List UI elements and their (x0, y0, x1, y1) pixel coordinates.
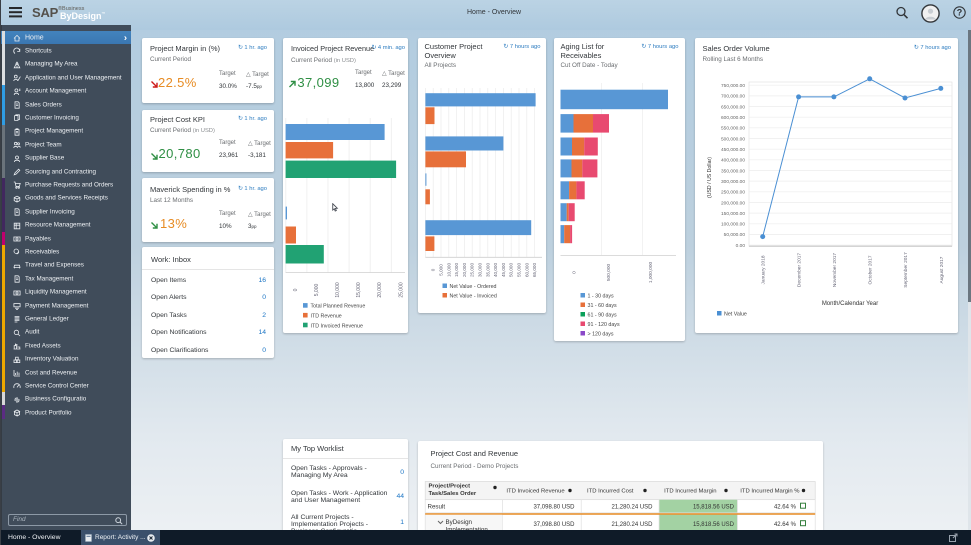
svg-text:1,000,000: 1,000,000 (648, 261, 654, 283)
svg-text:Total Planned Revenue: Total Planned Revenue (311, 304, 366, 310)
svg-text:ITD Incurred Cost: ITD Incurred Cost (586, 488, 633, 494)
svg-text:Task/Sales Order: Task/Sales Order (428, 491, 476, 497)
svg-text:600,000.00: 600,000.00 (720, 115, 744, 121)
svg-text:0: 0 (571, 271, 577, 274)
svg-text:Project/Project: Project/Project (428, 483, 470, 489)
svg-text:750,000.00: 750,000.00 (720, 83, 744, 89)
svg-text:(USD / US Dollar): (USD / US Dollar) (707, 157, 713, 198)
svg-text:300,000.00: 300,000.00 (720, 179, 744, 185)
svg-text:25,000: 25,000 (469, 263, 474, 277)
svg-text:Net Value: Net Value (724, 312, 747, 318)
svg-text:ITD Invoiced Revenue: ITD Invoiced Revenue (506, 488, 565, 494)
svg-text:30,000: 30,000 (477, 263, 482, 277)
svg-text:42.64 %: 42.64 % (773, 522, 796, 528)
svg-text:August 2017: August 2017 (938, 256, 944, 283)
svg-text:December 2017: December 2017 (796, 253, 802, 287)
svg-text:15,818.56 USD: 15,818.56 USD (692, 522, 734, 528)
svg-text:ITD Invoiced Revenue: ITD Invoiced Revenue (311, 323, 363, 329)
svg-text:0: 0 (293, 288, 299, 291)
svg-text:100,000.00: 100,000.00 (720, 222, 744, 228)
svg-text:450,000.00: 450,000.00 (720, 147, 744, 153)
svg-text:21,280.24 USD: 21,280.24 USD (611, 504, 653, 510)
svg-text:5,000: 5,000 (438, 264, 443, 276)
svg-text:500,000: 500,000 (606, 264, 612, 282)
svg-text:10,000: 10,000 (335, 282, 341, 298)
svg-text:50,000: 50,000 (508, 263, 513, 277)
svg-text:0.00: 0.00 (735, 243, 745, 249)
svg-text:September 2017: September 2017 (903, 252, 909, 288)
svg-text:40,000: 40,000 (493, 263, 498, 277)
svg-text:20,000: 20,000 (377, 282, 383, 298)
svg-text:Month/Calendar Year: Month/Calendar Year (821, 301, 877, 307)
svg-text:650,000.00: 650,000.00 (720, 104, 744, 110)
svg-text:37,098.80 USD: 37,098.80 USD (533, 504, 575, 510)
svg-text:15,000: 15,000 (356, 282, 362, 298)
svg-text:65,000: 65,000 (532, 263, 537, 277)
svg-text:700,000.00: 700,000.00 (720, 94, 744, 100)
svg-text:35,000: 35,000 (485, 263, 490, 277)
svg-text:ByDesign: ByDesign (445, 519, 472, 526)
svg-text:500,000.00: 500,000.00 (720, 136, 744, 142)
svg-text:25,000: 25,000 (398, 282, 404, 298)
svg-text:400,000.00: 400,000.00 (720, 158, 744, 164)
svg-text:31 - 60 days: 31 - 60 days (587, 303, 617, 309)
svg-text:1 - 30 days: 1 - 30 days (587, 294, 614, 300)
svg-text:42.64 %: 42.64 % (773, 504, 796, 510)
svg-text:Result: Result (427, 503, 445, 510)
svg-text:November 2017: November 2017 (831, 253, 837, 287)
svg-text:ITD Incurred Margin %: ITD Incurred Margin % (740, 488, 800, 494)
svg-text:ITD Incurred Margin: ITD Incurred Margin (664, 488, 716, 494)
svg-text:250,000.00: 250,000.00 (720, 190, 744, 196)
svg-text:60,000: 60,000 (524, 263, 529, 277)
svg-text:Net Value - Ordered: Net Value - Ordered (449, 284, 496, 290)
svg-text:91 - 120 days: 91 - 120 days (587, 322, 619, 328)
svg-text:200,000.00: 200,000.00 (720, 200, 744, 206)
svg-text:October 2017: October 2017 (867, 255, 873, 284)
svg-text:15,818.56 USD: 15,818.56 USD (692, 504, 734, 510)
svg-text:> 120 days: > 120 days (587, 332, 613, 338)
svg-text:150,000.00: 150,000.00 (720, 211, 744, 217)
svg-text:61 - 90 days: 61 - 90 days (587, 313, 617, 319)
svg-text:January 2018: January 2018 (760, 255, 766, 284)
svg-text:20,000: 20,000 (461, 263, 466, 277)
svg-text:0: 0 (430, 268, 435, 271)
svg-text:5,000: 5,000 (314, 284, 320, 297)
svg-text:550,000.00: 550,000.00 (720, 126, 744, 132)
svg-text:21,280.24 USD: 21,280.24 USD (611, 522, 653, 528)
svg-text:Net Value - Invoiced: Net Value - Invoiced (449, 294, 496, 300)
svg-text:45,000: 45,000 (500, 263, 505, 277)
svg-text:10,000: 10,000 (446, 263, 451, 277)
svg-text:?: ? (957, 7, 963, 17)
svg-text:37,098.80 USD: 37,098.80 USD (533, 522, 575, 528)
svg-text:Implementation: Implementation (445, 526, 488, 533)
svg-text:350,000.00: 350,000.00 (720, 168, 744, 174)
svg-text:15,000: 15,000 (454, 263, 459, 277)
svg-text:ITD Revenue: ITD Revenue (311, 314, 342, 320)
svg-text:55,000: 55,000 (516, 263, 521, 277)
svg-text:50,000.00: 50,000.00 (723, 232, 745, 238)
